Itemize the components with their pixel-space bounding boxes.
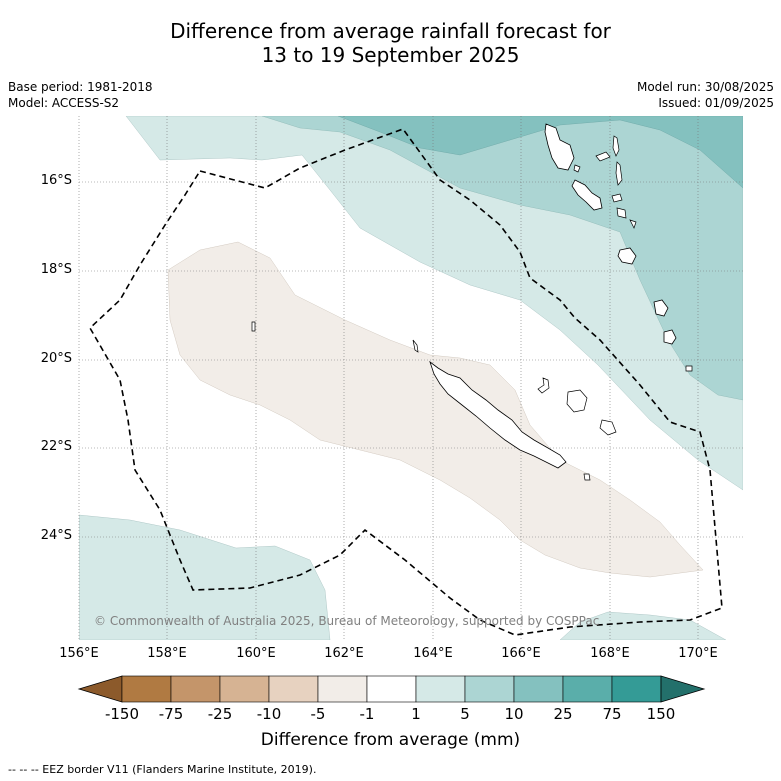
- vanuatu-maewo: [612, 135, 620, 157]
- vanuatu-efate: [617, 247, 637, 265]
- colorbar-swatch-4: [317, 675, 368, 703]
- colorbar-swatch-6: [415, 675, 466, 703]
- lon-label-3: 162°E: [324, 646, 364, 661]
- vanuatu-tanna: [663, 329, 677, 345]
- issued-text: Issued: 01/09/2025: [658, 96, 774, 110]
- colorbar-tick-5: -1: [359, 705, 375, 723]
- meta-left: Base period: 1981-2018 Model: ACCESS-S2: [8, 79, 153, 111]
- title-line-2: 13 to 19 September 2025: [261, 43, 520, 67]
- lon-label-1: 158°E: [147, 646, 187, 661]
- lat-label-4: 24°S: [40, 528, 72, 543]
- islet-walpole: [583, 473, 591, 481]
- lat-label-3: 22°S: [40, 439, 72, 454]
- lat-label-0: 16°S: [40, 173, 72, 188]
- eez-border: [88, 128, 723, 636]
- colorbar-tick-6: 1: [411, 705, 421, 723]
- colorbar-swatch-9: [562, 675, 613, 703]
- colorbar-tick-11: 150: [646, 705, 676, 723]
- model-run-text: Model run: 30/08/2025: [636, 80, 774, 94]
- contour-band-light-teal-se: [559, 611, 727, 640]
- vanuatu-shepherds: [629, 219, 637, 229]
- loyalty-island-mare: [599, 419, 617, 436]
- meta-right: Model run: 30/08/2025 Issued: 01/09/2025: [637, 79, 774, 111]
- copyright-notice: © Commonwealth of Australia 2025, Bureau…: [94, 614, 600, 628]
- vanuatu-aneityum: [685, 365, 693, 372]
- contour-band-dark-teal: [337, 116, 743, 189]
- contour-band-light-teal-sw: [79, 514, 331, 640]
- loyalty-island-lifou: [566, 389, 588, 413]
- colorbar-extend-high: [660, 675, 706, 703]
- colorbar-swatch-2: [219, 675, 270, 703]
- vanuatu-ambae: [595, 151, 611, 162]
- vanuatu-pentecost: [615, 161, 623, 186]
- base-period-text: Base period: 1981-2018: [8, 80, 153, 94]
- colorbar-tick-10: 75: [602, 705, 622, 723]
- lon-label-6: 168°E: [590, 646, 630, 661]
- vanuatu-malakula: [571, 179, 603, 211]
- colorbar-tick-2: -25: [207, 705, 233, 723]
- colorbar-tick-3: -10: [256, 705, 282, 723]
- colorbar-extend-low: [77, 675, 123, 703]
- colorbar-tick-4: -5: [310, 705, 326, 723]
- colorbar: [77, 675, 706, 703]
- colorbar-swatch-3: [268, 675, 319, 703]
- colorbar-tick-7: 5: [460, 705, 470, 723]
- colorbar-tick-0: -150: [104, 705, 140, 723]
- contour-band-beige: [167, 241, 704, 578]
- lon-label-0: 156°E: [59, 646, 99, 661]
- vanuatu-espiritu-santo: [544, 123, 575, 171]
- new-caledonia-island: [429, 360, 567, 469]
- model-text: Model: ACCESS-S2: [8, 96, 120, 110]
- lon-label-7: 170°E: [678, 646, 718, 661]
- vanuatu-epi: [616, 207, 627, 219]
- contour-band-mid-teal: [261, 116, 743, 401]
- lat-label-2: 20°S: [40, 351, 72, 366]
- vanuatu-malo: [573, 164, 581, 173]
- lat-label-1: 18°S: [40, 262, 72, 277]
- colorbar-swatch-5: [366, 675, 417, 703]
- title-line-1: Difference from average rainfall forecas…: [170, 19, 611, 43]
- colorbar-tick-1: -75: [158, 705, 184, 723]
- vanuatu-erromango: [653, 299, 669, 317]
- islet-chesterfield: [251, 321, 256, 332]
- islet-a: [412, 339, 419, 353]
- colorbar-swatch-1: [170, 675, 221, 703]
- lon-label-2: 160°E: [236, 646, 276, 661]
- lon-label-4: 164°E: [413, 646, 453, 661]
- colorbar-label: Difference from average (mm): [260, 730, 521, 750]
- colorbar-swatch-0: [121, 675, 172, 703]
- loyalty-island-ouvea: [537, 377, 550, 394]
- colorbar-swatch-8: [513, 675, 564, 703]
- lon-label-5: 166°E: [501, 646, 541, 661]
- colorbar-swatch-7: [464, 675, 515, 703]
- map-title: Difference from average rainfall forecas…: [0, 19, 781, 67]
- vanuatu-ambrym: [611, 193, 623, 203]
- eez-footnote: -- -- -- EEZ border V11 (Flanders Marine…: [8, 763, 317, 776]
- colorbar-tick-9: 25: [553, 705, 573, 723]
- colorbar-tick-8: 10: [504, 705, 524, 723]
- colorbar-swatch-10: [611, 675, 662, 703]
- gridlines: [78, 116, 743, 640]
